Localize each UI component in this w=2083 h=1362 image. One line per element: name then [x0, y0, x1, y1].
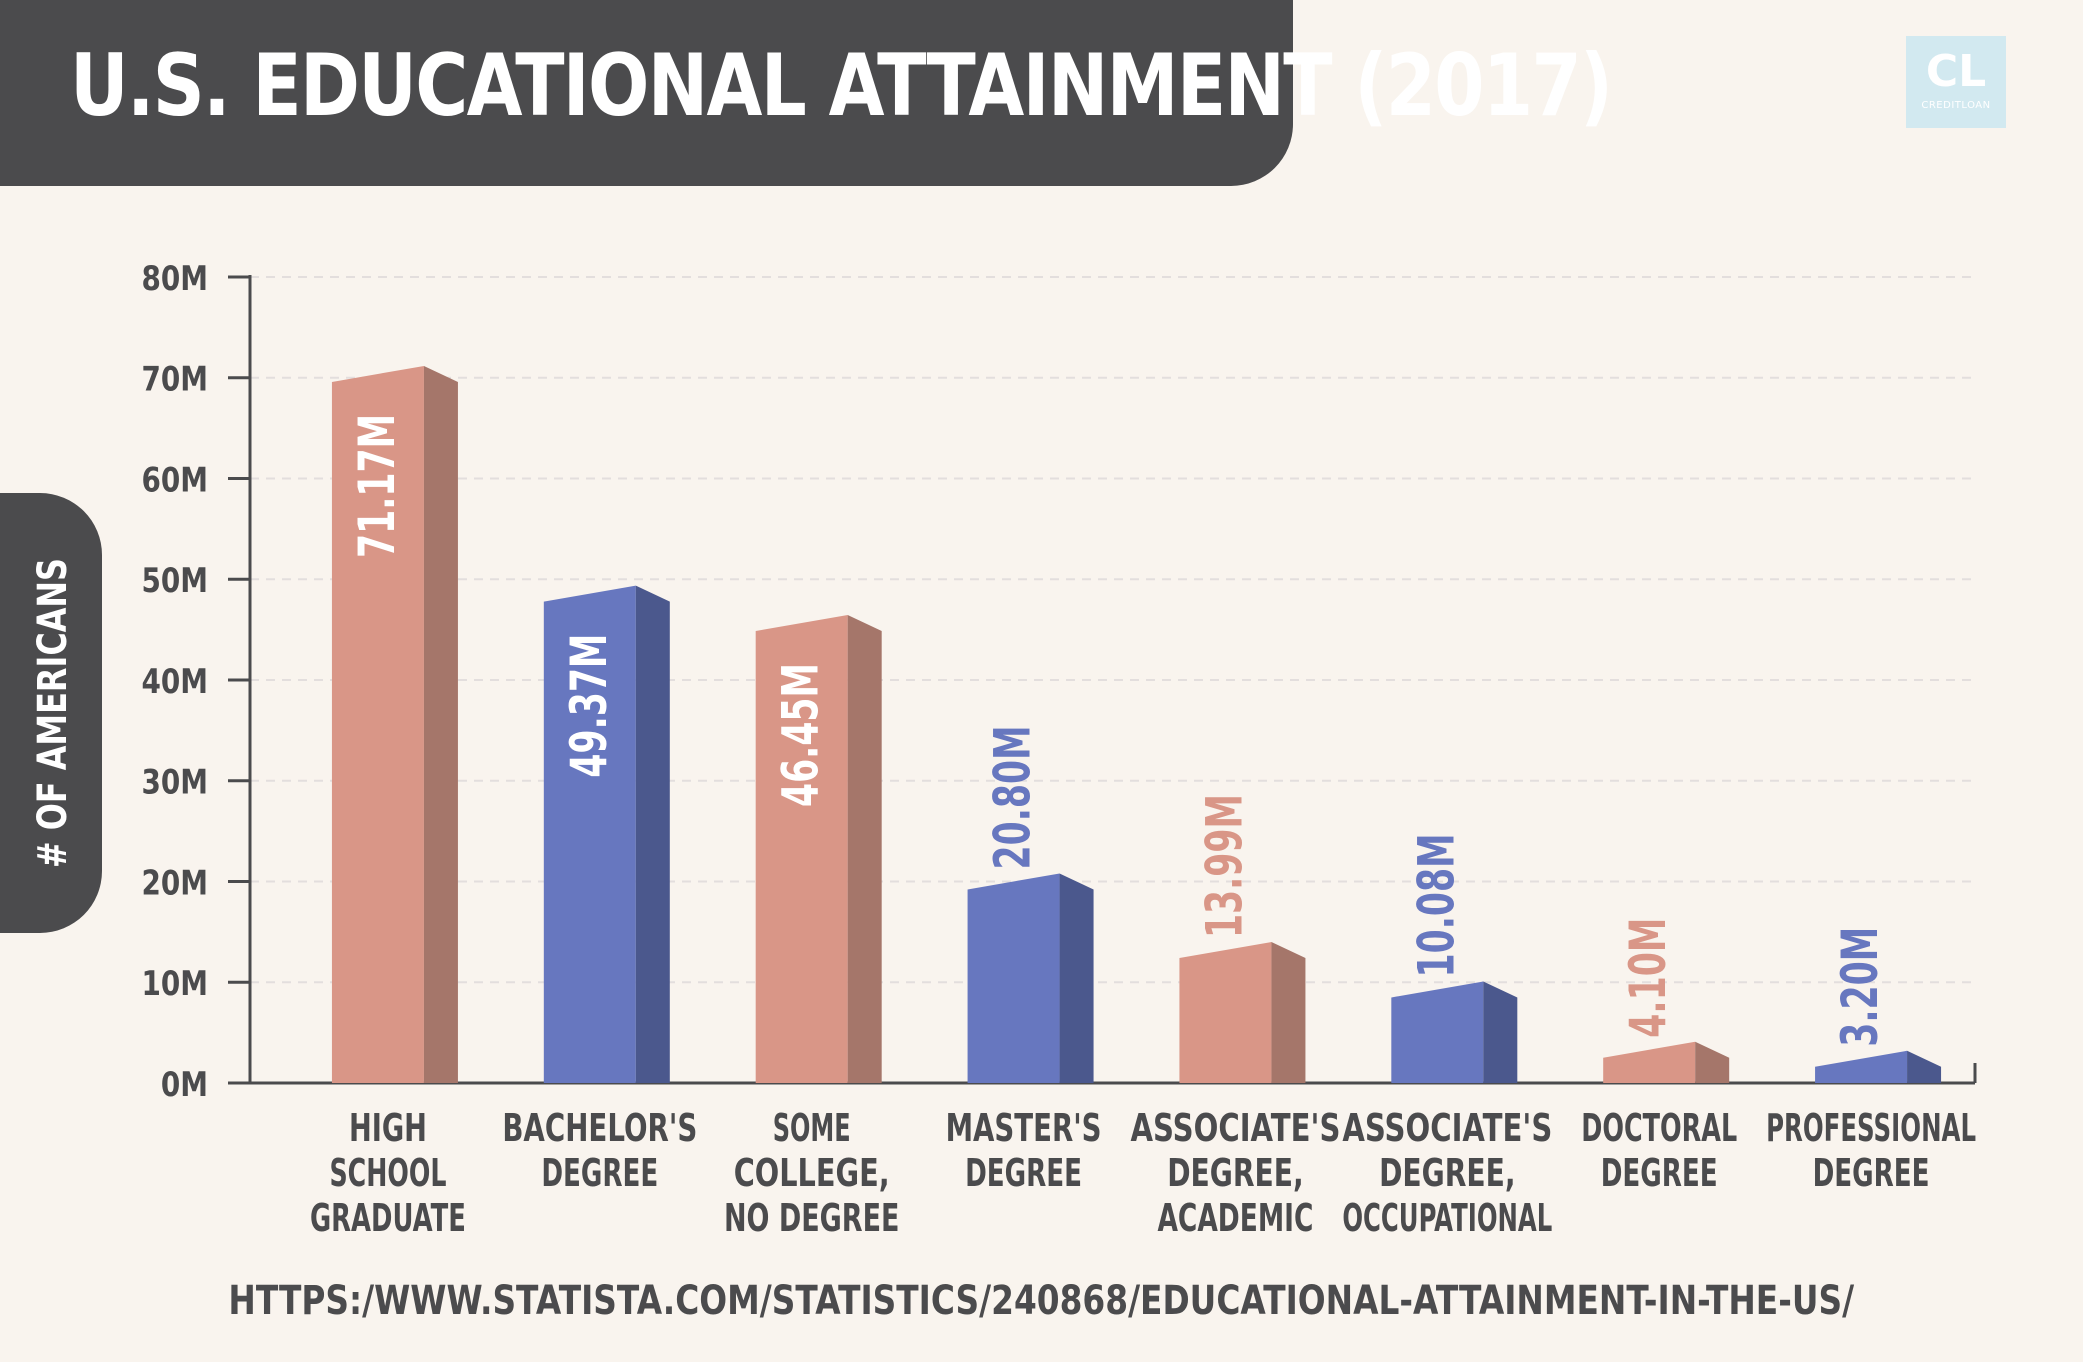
x-category-label: SOME — [773, 1106, 851, 1150]
bar-side — [635, 585, 670, 1083]
x-category-label: MASTER'S — [946, 1106, 1102, 1150]
creditloan-logo: CL CREDITLOAN — [1906, 36, 2006, 128]
x-category-label: ACADEMIC — [1157, 1196, 1313, 1240]
bar-value-label: 10.08M — [1407, 833, 1465, 977]
x-category-label: DEGREE — [1813, 1151, 1930, 1195]
y-tick-label: 70M — [141, 360, 208, 399]
x-category-label: HIGH — [349, 1106, 427, 1150]
bar-side — [1695, 1041, 1730, 1083]
y-tick-label: 80M — [141, 259, 208, 298]
bar-front — [1815, 1050, 1908, 1083]
x-category-label: PROFESSIONAL — [1766, 1106, 1976, 1150]
y-axis-label-tab — [0, 493, 102, 933]
x-category-label: GRADUATE — [310, 1196, 466, 1240]
x-category-label: DEGREE — [1601, 1151, 1718, 1195]
bar-value-label: 71.17M — [348, 414, 406, 558]
x-category-label: ASSOCIATE'S — [1130, 1106, 1340, 1150]
x-category-label: DOCTORAL — [1581, 1106, 1737, 1150]
title-banner: U.S. EDUCATIONAL ATTAINMENT (2017) — [0, 0, 1613, 186]
bar-value-label: 4.10M — [1619, 918, 1677, 1038]
x-category-label: DEGREE — [541, 1151, 658, 1195]
bar-side — [423, 365, 458, 1083]
x-category-label: COLLEGE, — [734, 1151, 890, 1195]
bar-value-label: 13.99M — [1195, 794, 1253, 938]
bar-front — [755, 615, 848, 1083]
x-category-label: OCCUPATIONAL — [1342, 1196, 1552, 1240]
logo-letters: CL — [1925, 46, 1987, 97]
bar-value-label: 49.37M — [560, 634, 618, 778]
x-category-label: BACHELOR'S — [502, 1106, 697, 1150]
bar-side — [1483, 981, 1518, 1083]
y-tick-label: 40M — [141, 662, 208, 701]
y-tick-label: 0M — [161, 1065, 208, 1104]
bar-front — [967, 873, 1060, 1083]
bar-value-label: 20.80M — [984, 725, 1042, 869]
bar-side — [1059, 873, 1094, 1083]
x-category-label: NO DEGREE — [724, 1196, 900, 1240]
y-axis-title: # OF AMERICANS — [30, 558, 76, 868]
y-tick-label: 60M — [141, 461, 208, 500]
x-category-label: DEGREE — [965, 1151, 1082, 1195]
x-category-label: ASSOCIATE'S — [1342, 1106, 1552, 1150]
bar-side — [1271, 942, 1306, 1083]
bar-front — [331, 365, 424, 1083]
source-url: HTTPS:/WWW.STATISTA.COM/STATISTICS/24086… — [228, 1278, 1855, 1324]
y-tick-label: 30M — [141, 763, 208, 802]
x-category-label: DEGREE, — [1167, 1151, 1304, 1195]
bar-side — [1907, 1050, 1942, 1083]
y-tick-label: 20M — [141, 864, 208, 903]
bar-front — [1179, 942, 1272, 1083]
y-tick-label: 50M — [141, 562, 208, 601]
y-tick-label: 10M — [141, 965, 208, 1004]
x-category-label: DEGREE, — [1379, 1151, 1516, 1195]
bar-front — [543, 585, 636, 1083]
logo-name: CREDITLOAN — [1921, 100, 1991, 111]
bar-front — [1391, 981, 1484, 1083]
bar-value-label: 3.20M — [1831, 927, 1889, 1047]
page-title: U.S. EDUCATIONAL ATTAINMENT (2017) — [70, 36, 1613, 136]
x-category-label: SCHOOL — [329, 1151, 446, 1195]
bar-front — [1603, 1041, 1696, 1083]
bar-value-label: 46.45M — [772, 663, 830, 807]
bar-side — [847, 615, 882, 1083]
